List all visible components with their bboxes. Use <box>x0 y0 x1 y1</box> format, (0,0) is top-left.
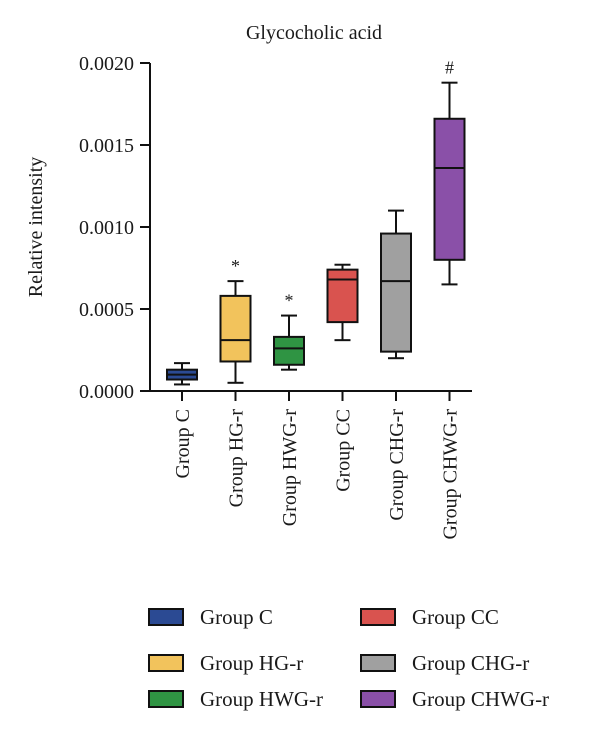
y-tick-label: 0.0020 <box>79 53 134 75</box>
significance-mark: * <box>285 291 294 311</box>
legend-item-group-chg-r: Group CHG-r <box>360 650 530 675</box>
legend-label: Group HWG-r <box>200 686 324 711</box>
boxes: * * # <box>166 58 466 386</box>
significance-mark: # <box>445 58 454 78</box>
legend-item-group-hg-r: Group HG-r <box>148 650 304 675</box>
y-tick-label: 0.0015 <box>79 135 134 157</box>
legend-swatch <box>360 654 396 672</box>
x-tick-label: Group C <box>172 409 194 478</box>
x-axis: Group C Group HG-r Group HWG-r Group CC Grou… <box>150 390 472 540</box>
box-group-chwg-r: # <box>433 58 466 286</box>
x-tick-label: Group HWG-r <box>279 409 301 527</box>
box-group-c <box>166 362 198 386</box>
legend-label: Group C <box>200 604 273 629</box>
legend-swatch <box>148 608 184 626</box>
y-tick-label: 0.0005 <box>79 299 134 321</box>
legend-label: Group CC <box>412 604 499 629</box>
y-tick-label: 0.0000 <box>79 381 134 403</box>
box-plot: Glycocholic acid Relative intensity 0.00… <box>25 22 472 540</box>
y-axis-label: Relative intensity <box>25 157 47 298</box>
y-tick-label: 0.0010 <box>79 217 134 239</box>
y-axis: 0.0000 0.0005 0.0010 0.0015 0.0020 <box>79 53 151 403</box>
legend-swatch <box>360 690 396 708</box>
legend: Group C Group HG-r Group HWG-r Group CC … <box>148 604 588 716</box>
legend-item-group-cc: Group CC <box>360 604 499 629</box>
box-group-hg-r: * <box>219 256 252 384</box>
x-tick-label: Group CHG-r <box>386 409 408 521</box>
box-group-hwg-r: * <box>273 291 305 371</box>
chart-title: Glycocholic acid <box>246 22 382 44</box>
legend-swatch <box>148 654 184 672</box>
legend-swatch <box>148 690 184 708</box>
legend-swatch <box>360 608 396 626</box>
legend-item-group-chwg-r: Group CHWG-r <box>360 686 550 711</box>
legend-item-group-hwg-r: Group HWG-r <box>148 686 324 711</box>
legend-item-group-c: Group C <box>148 604 273 629</box>
x-tick-label: Group HG-r <box>226 409 248 508</box>
legend-label: Group CHWG-r <box>412 686 550 711</box>
box-rect <box>273 335 305 366</box>
x-tick-label: Group CHWG-r <box>440 409 462 540</box>
x-tick-label: Group CC <box>333 409 355 492</box>
legend-label: Group HG-r <box>200 650 304 675</box>
box-rect <box>380 232 412 353</box>
box-rect <box>433 117 466 261</box>
box-group-chg-r <box>380 209 412 360</box>
box-rect <box>219 294 252 363</box>
box-group-cc <box>326 263 359 342</box>
box-rect <box>326 268 359 324</box>
significance-mark: * <box>231 256 240 276</box>
legend-label: Group CHG-r <box>412 650 530 675</box>
